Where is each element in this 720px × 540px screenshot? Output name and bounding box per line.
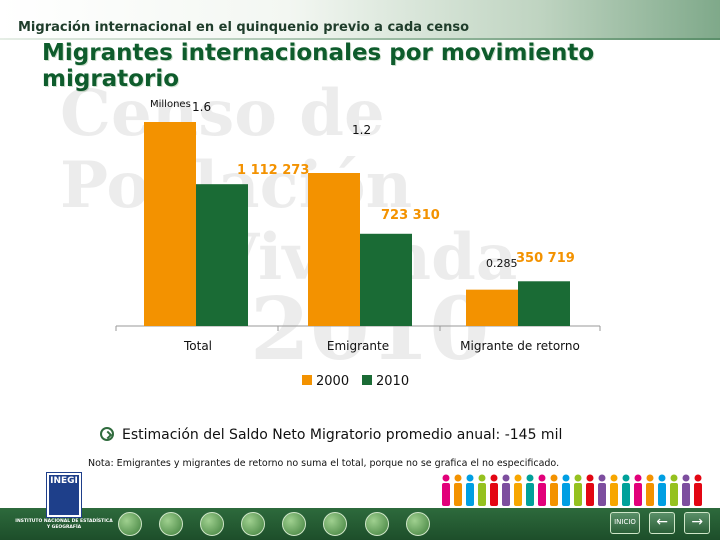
inegi-institute-name: INSTITUTO NACIONAL DE ESTADÍSTICA Y GEOG… — [15, 519, 113, 530]
section-title: Migración internacional en el quinquenio… — [18, 20, 470, 35]
person-figure — [574, 474, 582, 506]
person-figure — [478, 474, 486, 506]
bar-chart: Millones 1.6 1.2 0.285 1 112 273 723 310 350 7… — [115, 99, 601, 389]
back-button[interactable]: ← — [649, 512, 676, 534]
bar-2010-0 — [196, 184, 248, 326]
person-figure — [586, 474, 594, 506]
person-figure — [502, 474, 510, 506]
person-figure — [670, 474, 678, 506]
y-axis-label: Millones — [150, 99, 191, 110]
inegi-logo-mark: INEGI — [47, 473, 81, 517]
forward-button[interactable]: → — [684, 512, 711, 534]
building-icon[interactable] — [364, 512, 389, 536]
document-icon[interactable] — [405, 512, 430, 536]
family-icon[interactable] — [200, 512, 225, 536]
estimate-text: Estimación del Saldo Neto Migratorio pro… — [122, 427, 563, 443]
info-icon — [100, 427, 114, 441]
person-figure — [562, 474, 570, 506]
person-figure — [646, 474, 654, 506]
person-figure — [466, 474, 474, 506]
data-label-2010-1: 723 310 — [381, 208, 440, 223]
inegi-logo[interactable]: INEGI INSTITUTO NACIONAL DE ESTADÍSTICA … — [14, 468, 114, 538]
page-title: Migrantes internacionales por movimiento… — [42, 40, 595, 92]
legend-label-2000: 2000 — [316, 374, 349, 389]
data-label-2000-2: 0.285 — [486, 257, 518, 270]
bar-2000-0 — [144, 122, 196, 326]
person-figure — [550, 474, 558, 506]
person-figure — [454, 474, 462, 506]
x-tick-label-0: Total — [183, 339, 212, 353]
header-band — [0, 0, 720, 40]
legend-swatch-2000 — [302, 375, 312, 385]
estimate-note: Estimación del Saldo Neto Migratorio pro… — [100, 424, 700, 443]
footnote: Nota: Emigrantes y migrantes de retorno … — [88, 458, 560, 469]
bar-2000-2 — [466, 289, 518, 326]
home-button[interactable]: INICIO — [610, 512, 640, 534]
data-label-2010-2: 350 719 — [516, 251, 575, 266]
bar-2010-2 — [518, 281, 570, 326]
person-figure — [490, 474, 498, 506]
person-figure — [538, 474, 546, 506]
person-figure — [610, 474, 618, 506]
header-divider — [0, 38, 720, 40]
people-figures-icon — [442, 474, 702, 506]
person-figure — [526, 474, 534, 506]
globe-icon[interactable] — [159, 512, 184, 536]
person-figure — [598, 474, 606, 506]
inegi-logo-text: INEGI — [50, 476, 78, 486]
navigation-buttons: INICIO ← → — [606, 512, 711, 536]
person-figure — [694, 474, 702, 506]
bar-2000-1 — [308, 173, 360, 326]
bar-2010-1 — [360, 233, 412, 326]
person-icon[interactable] — [241, 512, 266, 536]
person-figure — [658, 474, 666, 506]
legend-label-2010: 2010 — [376, 374, 409, 389]
footer-icon-bar — [118, 512, 442, 536]
data-label-2010-0: 1 112 273 — [237, 163, 309, 178]
x-tick-label-2: Migrante de retorno — [460, 339, 580, 353]
person-figure — [622, 474, 630, 506]
data-label-2000-1: 1.2 — [352, 123, 371, 137]
data-label-2000-0: 1.6 — [192, 100, 211, 114]
person-figure — [514, 474, 522, 506]
person-figure — [634, 474, 642, 506]
person-figure — [442, 474, 450, 506]
person-figure — [682, 474, 690, 506]
x-tick-label-1: Emigrante — [327, 339, 389, 353]
people-icon[interactable] — [118, 512, 142, 536]
map-icon[interactable] — [323, 512, 348, 536]
legend-swatch-2010 — [362, 375, 372, 385]
home-icon[interactable] — [282, 512, 307, 536]
